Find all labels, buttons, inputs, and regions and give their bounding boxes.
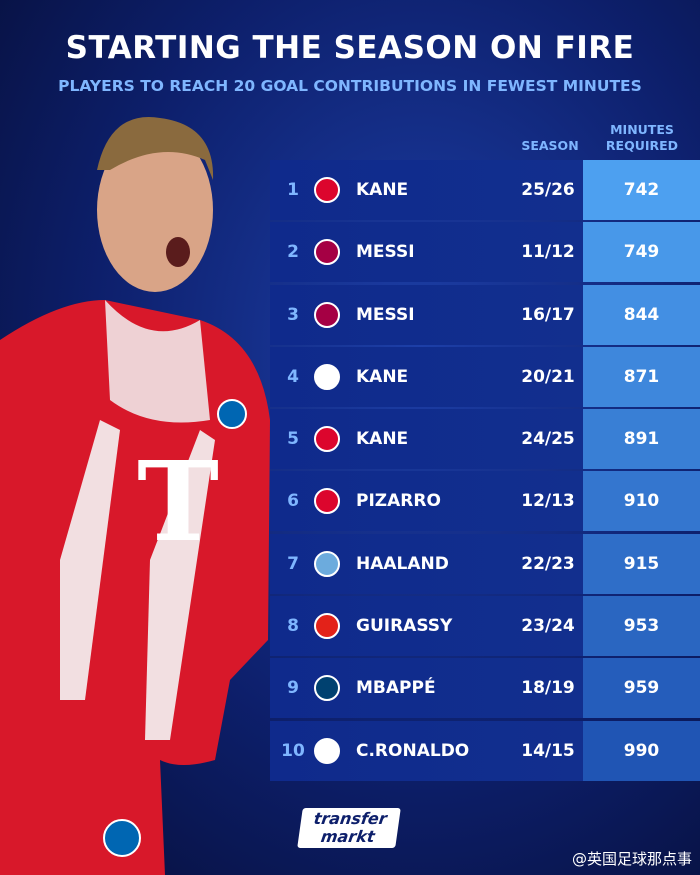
season: 14/15 bbox=[521, 740, 575, 761]
club-badge bbox=[314, 177, 340, 203]
rank: 7 bbox=[287, 553, 299, 574]
rank: 9 bbox=[287, 678, 299, 699]
minutes-cell bbox=[583, 533, 700, 594]
player-name: HAALAND bbox=[356, 553, 449, 574]
rank: 2 bbox=[287, 242, 299, 263]
club-badge bbox=[314, 737, 340, 764]
minutes-cell bbox=[583, 658, 700, 719]
table-row: 9 MBAPPÉ 18/19 959 bbox=[270, 658, 700, 719]
club-badge bbox=[314, 613, 340, 640]
table-row: 1 KANE 25/26 742 bbox=[270, 160, 700, 220]
club-badge bbox=[314, 301, 340, 328]
transfermarkt-logo: transfer markt bbox=[297, 808, 401, 848]
column-header: SEASON bbox=[521, 138, 579, 153]
minutes: 742 bbox=[623, 180, 660, 200]
minutes: 749 bbox=[623, 242, 660, 263]
table-row: 6 PIZARRO 12/13 910 bbox=[270, 471, 700, 532]
column-header: MINUTES REQUIRED bbox=[605, 122, 679, 153]
club-badge bbox=[314, 239, 340, 266]
subtitle: PLAYERS TO REACH 20 GOAL CONTRIBUTIONS I… bbox=[58, 77, 642, 95]
club-badge bbox=[314, 675, 340, 702]
minutes-cell bbox=[583, 160, 700, 220]
ranking-table: 1 KANE 25/26 742 2 MESSI 11/12 749 3 MESSI 16/17 84… bbox=[270, 160, 700, 783]
season: 20/21 bbox=[521, 366, 575, 387]
player-name: KANE bbox=[356, 429, 409, 450]
minutes-cell bbox=[583, 222, 700, 283]
svg-text:T: T bbox=[137, 437, 219, 566]
table-row: 3 MESSI 16/17 844 bbox=[270, 284, 700, 345]
season: 16/17 bbox=[521, 304, 575, 325]
player-name: MESSI bbox=[356, 242, 415, 263]
player-name: C.RONALDO bbox=[356, 740, 470, 761]
club-badge bbox=[314, 550, 340, 577]
rank: 8 bbox=[287, 616, 299, 637]
minutes: 915 bbox=[623, 553, 660, 574]
logo-text: markt bbox=[319, 827, 376, 846]
rank: 4 bbox=[287, 366, 299, 387]
player-name: KANE bbox=[356, 180, 409, 200]
rank: 3 bbox=[287, 304, 299, 325]
season: 24/25 bbox=[521, 429, 575, 450]
club-badge bbox=[314, 488, 340, 515]
player-name: GUIRASSY bbox=[356, 616, 453, 637]
table-row: 10 C.RONALDO 14/15 990 bbox=[270, 720, 700, 781]
minutes: 959 bbox=[623, 678, 660, 699]
rank: 6 bbox=[287, 491, 299, 512]
player-name: PIZARRO bbox=[356, 491, 441, 512]
rank: 1 bbox=[287, 180, 299, 200]
table-row: 7 HAALAND 22/23 915 bbox=[270, 533, 700, 594]
season: 25/26 bbox=[521, 180, 575, 200]
minutes-cell bbox=[583, 720, 700, 781]
minutes-cell bbox=[583, 471, 700, 532]
watermark: @英国足球那点事 bbox=[571, 850, 692, 868]
minutes: 891 bbox=[623, 429, 660, 450]
minutes-cell bbox=[583, 284, 700, 345]
table-row: 8 GUIRASSY 23/24 953 bbox=[270, 596, 700, 657]
rank: 10 bbox=[281, 740, 305, 761]
season: 22/23 bbox=[521, 553, 575, 574]
minutes-cell bbox=[583, 596, 700, 657]
minutes: 990 bbox=[623, 740, 660, 761]
season: 18/19 bbox=[521, 678, 575, 699]
table-row: 2 MESSI 11/12 749 bbox=[270, 222, 700, 283]
title: STARTING THE SEASON ON FIRE bbox=[65, 30, 635, 66]
logo-text: transfer bbox=[312, 809, 389, 828]
player-name: KANE bbox=[356, 366, 409, 387]
player-name: MESSI bbox=[356, 304, 415, 325]
minutes: 910 bbox=[623, 491, 660, 512]
table-row: 4 KANE 20/21 871 bbox=[270, 346, 700, 407]
player-name: MBAPPÉ bbox=[356, 678, 436, 699]
club-badge bbox=[314, 426, 340, 453]
minutes-cell bbox=[583, 346, 700, 407]
table-row: 5 KANE 24/25 891 bbox=[270, 409, 700, 470]
season: 11/12 bbox=[521, 242, 575, 263]
season: 12/13 bbox=[521, 491, 575, 512]
club-badge bbox=[314, 363, 340, 390]
minutes: 953 bbox=[623, 616, 660, 637]
season: 23/24 bbox=[521, 616, 575, 637]
minutes: 871 bbox=[623, 366, 660, 387]
minutes-cell bbox=[583, 409, 700, 470]
rank: 5 bbox=[287, 429, 299, 450]
minutes: 844 bbox=[623, 304, 660, 325]
